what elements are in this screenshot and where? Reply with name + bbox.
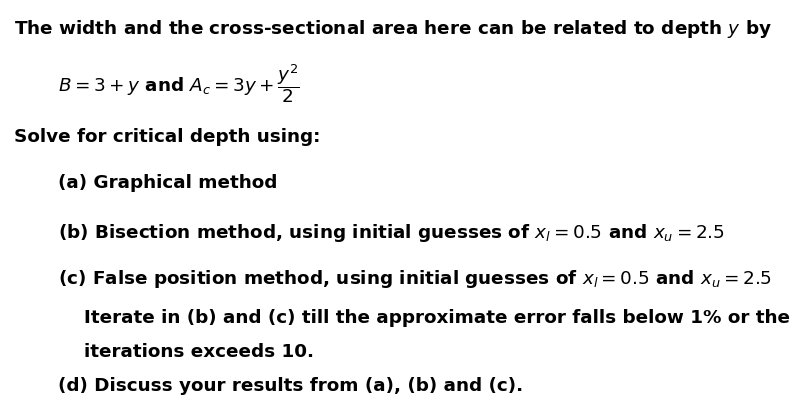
Text: (a) Graphical method: (a) Graphical method	[58, 174, 278, 192]
Text: (d) Discuss your results from (a), (b) and (c).: (d) Discuss your results from (a), (b) a…	[58, 377, 523, 395]
Text: iterations exceeds 10.: iterations exceeds 10.	[84, 343, 314, 361]
Text: The width and the cross-sectional area here can be related to depth $y$ by: The width and the cross-sectional area h…	[14, 18, 772, 40]
Text: $B = 3 + y$ and $A_c = 3y + \dfrac{y^2}{2}$: $B = 3 + y$ and $A_c = 3y + \dfrac{y^2}{…	[58, 62, 300, 105]
Text: (c) False position method, using initial guesses of $x_l = 0.5$ and $x_u = 2.5$: (c) False position method, using initial…	[58, 268, 772, 290]
Text: Iterate in (b) and (c) till the approximate error falls below 1% or the number o: Iterate in (b) and (c) till the approxim…	[84, 309, 796, 327]
Text: (b) Bisection method, using initial guesses of $x_l = 0.5$ and $x_u = 2.5$: (b) Bisection method, using initial gues…	[58, 222, 725, 244]
Text: Solve for critical depth using:: Solve for critical depth using:	[14, 128, 321, 146]
